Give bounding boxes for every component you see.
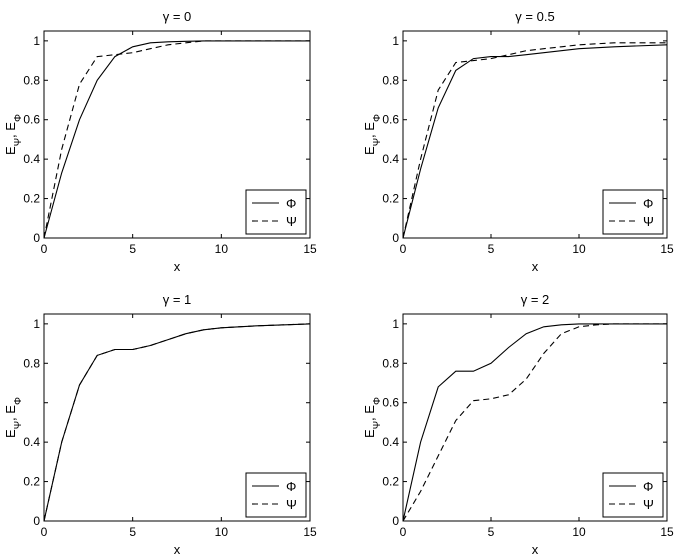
chart-title: γ = 0.5 — [515, 9, 554, 24]
subplot-2: 0 5 10 15 0 0.2 0.4 0.6 0.8 1 γ = 0.5 x EΨ, EΦ ΦΨ — [362, 9, 674, 274]
plot-area-frame — [43, 30, 311, 239]
plot-area-frame — [402, 313, 668, 522]
y-tick-label: 0 — [392, 231, 399, 245]
y-axis-label: EΨ, EΦ — [3, 114, 24, 155]
plot-area-frame — [402, 30, 668, 239]
legend — [245, 472, 307, 518]
y-tick-label: 0.6 — [382, 113, 399, 127]
legend-label: Ψ — [286, 214, 297, 229]
x-tick-label: 15 — [303, 242, 317, 256]
chart-title: γ = 1 — [163, 292, 192, 307]
y-tick-label: 0.8 — [23, 73, 40, 87]
x-axis-label: x — [532, 542, 539, 557]
legend — [602, 189, 664, 235]
legend-label: Φ — [643, 479, 653, 494]
y-tick-label: 0.8 — [382, 73, 399, 87]
x-tick-label: 0 — [400, 242, 407, 256]
series-line-psi — [402, 323, 667, 522]
x-tick-label: 5 — [129, 242, 136, 256]
series-line-psi — [43, 323, 311, 522]
y-tick-label: 1 — [392, 317, 399, 331]
y-tick-label: 1 — [392, 34, 399, 48]
legend — [245, 189, 307, 235]
x-tick-label: 15 — [660, 242, 674, 256]
y-tick-label: 0.8 — [382, 356, 399, 370]
y-tick-label: 0 — [33, 231, 40, 245]
legend-label: Φ — [286, 196, 296, 211]
legend-label: Φ — [643, 196, 653, 211]
x-tick-label: 5 — [129, 525, 136, 539]
chart-title: γ = 2 — [521, 292, 550, 307]
y-tick-label: 1 — [33, 34, 40, 48]
legend — [602, 472, 664, 518]
y-tick-label: 0 — [392, 514, 399, 528]
y-tick-label: 0.2 — [382, 475, 399, 489]
x-tick-label: 10 — [572, 242, 586, 256]
y-tick-label: 1 — [33, 317, 40, 331]
y-axis-label: EΨ, EΦ — [3, 397, 24, 438]
x-tick-label: 10 — [215, 525, 229, 539]
y-tick-label: 0.8 — [23, 356, 40, 370]
series-line-psi — [402, 42, 667, 239]
x-tick-label: 15 — [660, 525, 674, 539]
legend-label: Ψ — [643, 214, 654, 229]
x-axis-label: x — [174, 542, 181, 557]
y-tick-label: 0.2 — [382, 192, 399, 206]
subplot-1: 0 5 10 15 0 0.2 0.4 0.6 0.8 1 γ = 0 x EΨ, EΦ ΦΨ — [3, 9, 317, 274]
y-tick-label: 0.4 — [382, 435, 399, 449]
x-tick-label: 0 — [41, 242, 48, 256]
y-tick-label: 0.6 — [382, 396, 399, 410]
x-tick-label: 5 — [488, 242, 495, 256]
x-tick-label: 0 — [41, 525, 48, 539]
y-tick-label: 0.4 — [23, 435, 40, 449]
y-axis-label: EΨ, EΦ — [362, 114, 383, 155]
y-tick-label: 0.4 — [23, 152, 40, 166]
x-tick-label: 0 — [400, 525, 407, 539]
x-tick-label: 10 — [572, 525, 586, 539]
x-tick-label: 5 — [488, 525, 495, 539]
series-line-phi — [402, 323, 667, 522]
x-tick-label: 10 — [215, 242, 229, 256]
y-tick-label: 0.4 — [382, 152, 399, 166]
subplot-4: 0 5 10 15 0 0.2 0.4 0.6 0.8 1 γ = 2 x EΨ, EΦ ΦΨ — [362, 292, 674, 557]
subplot-3: 0 5 10 15 0 0.2 0.4 0.8 1 γ = 1 x EΨ, EΦ ΦΨ — [3, 292, 317, 557]
legend-label: Ψ — [286, 497, 297, 512]
x-axis-label: x — [174, 259, 181, 274]
series-line-psi — [43, 40, 310, 239]
chart-title: γ = 0 — [163, 9, 192, 24]
y-axis-label: EΨ, EΦ — [362, 397, 383, 438]
series-line-phi — [402, 44, 668, 239]
legend-label: Ψ — [643, 497, 654, 512]
legend-label: Φ — [286, 479, 296, 494]
series-line-phi — [43, 40, 310, 239]
y-tick-label: 0.2 — [23, 192, 40, 206]
y-tick-label: 0 — [33, 514, 40, 528]
y-tick-label: 0.2 — [23, 475, 40, 489]
y-tick-label: 0.6 — [23, 113, 40, 127]
x-axis-label: x — [532, 259, 539, 274]
x-tick-label: 15 — [303, 525, 317, 539]
plot-area-frame — [43, 313, 311, 522]
